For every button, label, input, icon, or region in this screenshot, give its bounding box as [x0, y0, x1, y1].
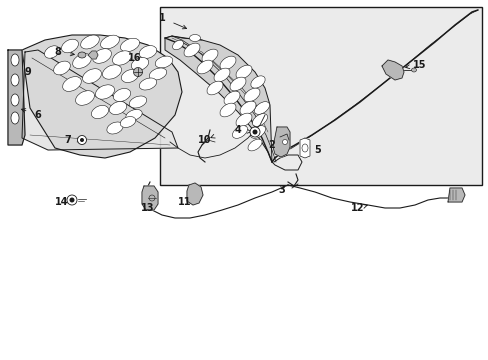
- Text: 15: 15: [412, 60, 426, 70]
- Ellipse shape: [133, 68, 142, 77]
- Ellipse shape: [250, 76, 264, 88]
- Polygon shape: [447, 188, 464, 202]
- Text: 2: 2: [268, 140, 275, 150]
- Text: 16: 16: [128, 53, 142, 63]
- Ellipse shape: [232, 126, 247, 138]
- Ellipse shape: [214, 68, 229, 82]
- Ellipse shape: [120, 38, 139, 52]
- Ellipse shape: [183, 43, 200, 57]
- Ellipse shape: [11, 94, 19, 106]
- Polygon shape: [186, 183, 203, 205]
- Ellipse shape: [76, 91, 94, 105]
- Ellipse shape: [78, 52, 86, 58]
- Ellipse shape: [77, 135, 86, 144]
- Ellipse shape: [125, 109, 142, 121]
- Polygon shape: [299, 138, 309, 158]
- Ellipse shape: [252, 130, 257, 135]
- Ellipse shape: [95, 85, 114, 99]
- Polygon shape: [272, 127, 289, 157]
- Text: 1: 1: [158, 13, 165, 23]
- Text: 5: 5: [314, 145, 321, 155]
- Polygon shape: [88, 51, 98, 59]
- Text: 6: 6: [35, 110, 41, 120]
- Ellipse shape: [197, 60, 213, 74]
- Ellipse shape: [67, 195, 77, 205]
- Ellipse shape: [80, 138, 84, 142]
- Ellipse shape: [107, 122, 123, 134]
- Text: 12: 12: [350, 203, 364, 213]
- Ellipse shape: [139, 46, 156, 58]
- Ellipse shape: [113, 89, 130, 102]
- Ellipse shape: [44, 46, 60, 58]
- Ellipse shape: [224, 91, 240, 105]
- Ellipse shape: [101, 35, 119, 49]
- Ellipse shape: [73, 54, 91, 68]
- Ellipse shape: [155, 56, 172, 68]
- Ellipse shape: [121, 69, 139, 82]
- Ellipse shape: [247, 139, 262, 151]
- Ellipse shape: [249, 127, 260, 137]
- Ellipse shape: [172, 40, 183, 50]
- Polygon shape: [22, 35, 182, 158]
- Text: 4: 4: [234, 125, 241, 135]
- Ellipse shape: [220, 56, 236, 70]
- Ellipse shape: [252, 114, 267, 126]
- Polygon shape: [164, 36, 271, 162]
- Bar: [160, 7, 481, 185]
- Text: 3: 3: [278, 185, 285, 195]
- Ellipse shape: [139, 78, 156, 90]
- Text: 7: 7: [64, 135, 71, 145]
- Ellipse shape: [220, 103, 236, 117]
- Polygon shape: [381, 60, 403, 80]
- Ellipse shape: [240, 101, 256, 115]
- Ellipse shape: [81, 35, 99, 49]
- Ellipse shape: [244, 88, 260, 102]
- Ellipse shape: [54, 61, 70, 75]
- Ellipse shape: [112, 51, 131, 65]
- Ellipse shape: [69, 198, 74, 202]
- Ellipse shape: [62, 77, 81, 91]
- Text: 9: 9: [24, 67, 31, 77]
- Ellipse shape: [236, 113, 251, 127]
- Ellipse shape: [282, 139, 287, 144]
- Polygon shape: [22, 50, 178, 150]
- Ellipse shape: [411, 68, 416, 72]
- Ellipse shape: [149, 68, 166, 80]
- Ellipse shape: [61, 39, 78, 53]
- Ellipse shape: [229, 77, 245, 91]
- Ellipse shape: [11, 54, 19, 66]
- Text: 11: 11: [178, 197, 191, 207]
- Text: 13: 13: [141, 203, 154, 213]
- Polygon shape: [142, 186, 158, 210]
- Ellipse shape: [120, 117, 136, 127]
- Ellipse shape: [189, 35, 200, 41]
- Ellipse shape: [11, 74, 19, 86]
- Ellipse shape: [92, 49, 111, 63]
- Ellipse shape: [82, 69, 101, 83]
- Ellipse shape: [11, 112, 19, 124]
- Polygon shape: [8, 50, 25, 145]
- Ellipse shape: [254, 102, 269, 114]
- Ellipse shape: [91, 105, 108, 118]
- Ellipse shape: [109, 102, 126, 114]
- Ellipse shape: [206, 81, 223, 95]
- Text: 8: 8: [55, 47, 61, 57]
- Text: 14: 14: [55, 197, 69, 207]
- Text: 10: 10: [198, 135, 211, 145]
- Ellipse shape: [236, 65, 251, 79]
- Ellipse shape: [250, 126, 265, 138]
- Ellipse shape: [102, 65, 121, 79]
- Ellipse shape: [129, 96, 146, 108]
- Ellipse shape: [202, 49, 218, 63]
- Ellipse shape: [131, 58, 148, 71]
